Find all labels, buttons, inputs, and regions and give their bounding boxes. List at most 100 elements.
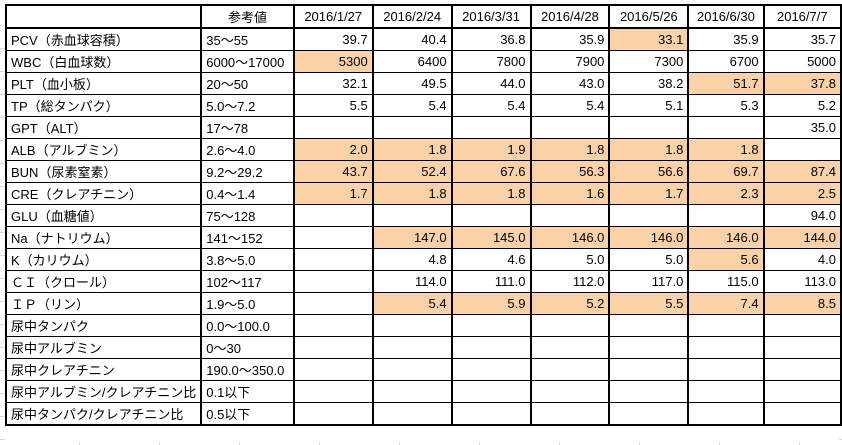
value-cell[interactable]: 49.5 <box>371 72 453 95</box>
test-label-cell[interactable]: 尿中アルブミン/クレアチニン比 <box>4 380 203 403</box>
value-cell[interactable] <box>292 270 374 293</box>
value-cell[interactable] <box>608 314 690 337</box>
reference-range-cell[interactable]: 0.5以下 <box>200 402 295 426</box>
value-cell[interactable] <box>450 358 532 381</box>
test-label-cell[interactable]: 尿中タンパク/クレアチニン比 <box>4 402 203 426</box>
value-cell-out-of-range[interactable]: 69.7 <box>687 160 765 183</box>
value-cell[interactable] <box>687 402 765 426</box>
test-label-cell[interactable]: CRE（クレアチニン） <box>4 182 203 205</box>
date-header-cell[interactable]: 2016/6/30 <box>687 4 765 29</box>
value-cell-out-of-range[interactable]: 5.5 <box>608 292 690 315</box>
value-cell-out-of-range[interactable]: 1.8 <box>450 182 532 205</box>
value-cell-out-of-range[interactable]: 8.5 <box>762 292 842 315</box>
value-cell[interactable]: 114.0 <box>371 270 453 293</box>
value-cell[interactable] <box>687 204 765 227</box>
value-cell[interactable]: 5000 <box>762 50 842 73</box>
test-label-cell[interactable]: GPT（ALT） <box>4 116 203 139</box>
value-cell[interactable] <box>762 380 842 403</box>
value-cell[interactable]: 5.1 <box>608 94 690 117</box>
value-cell-out-of-range[interactable]: 5.4 <box>371 292 453 315</box>
value-cell-out-of-range[interactable]: 2.5 <box>762 182 842 205</box>
value-cell[interactable] <box>371 314 453 337</box>
value-cell-out-of-range[interactable]: 146.0 <box>687 226 765 249</box>
value-cell[interactable]: 6700 <box>687 50 765 73</box>
value-cell[interactable]: 4.8 <box>371 248 453 271</box>
value-cell[interactable] <box>529 314 611 337</box>
value-cell-out-of-range[interactable]: 56.6 <box>608 160 690 183</box>
value-cell[interactable] <box>371 336 453 359</box>
value-cell-out-of-range[interactable]: 2.0 <box>292 138 374 161</box>
value-cell[interactable] <box>450 116 532 139</box>
value-cell-out-of-range[interactable]: 33.1 <box>608 27 690 51</box>
value-cell[interactable] <box>371 402 453 426</box>
value-cell[interactable]: 5.4 <box>450 94 532 117</box>
value-cell[interactable] <box>292 358 374 381</box>
value-cell[interactable]: 113.0 <box>762 270 842 293</box>
value-cell[interactable]: 5.3 <box>687 94 765 117</box>
value-cell[interactable] <box>529 402 611 426</box>
value-cell[interactable] <box>292 292 374 315</box>
reference-range-cell[interactable]: 75～128 <box>200 204 295 227</box>
test-label-cell[interactable]: 尿中アルブミン <box>4 336 203 359</box>
value-cell[interactable]: 5.2 <box>762 94 842 117</box>
value-cell[interactable]: 5.5 <box>292 94 374 117</box>
value-cell[interactable]: 94.0 <box>762 204 842 227</box>
value-cell-out-of-range[interactable]: 43.7 <box>292 160 374 183</box>
value-cell[interactable] <box>292 248 374 271</box>
value-cell[interactable] <box>529 336 611 359</box>
test-label-cell[interactable]: PLT（血小板） <box>4 72 203 95</box>
value-cell[interactable]: 7300 <box>608 50 690 73</box>
value-cell-out-of-range[interactable]: 147.0 <box>371 226 453 249</box>
value-cell-out-of-range[interactable]: 146.0 <box>529 226 611 249</box>
value-cell[interactable] <box>371 116 453 139</box>
test-label-cell[interactable]: TP（総タンパク） <box>4 94 203 117</box>
value-cell[interactable] <box>371 204 453 227</box>
reference-range-cell[interactable]: 1.9～5.0 <box>200 292 295 315</box>
reference-range-cell[interactable]: 190.0～350.0 <box>200 358 295 381</box>
date-header-cell[interactable]: 2016/4/28 <box>529 4 611 29</box>
value-cell-out-of-range[interactable]: 144.0 <box>762 226 842 249</box>
value-cell[interactable] <box>450 380 532 403</box>
reference-range-cell[interactable]: 9.2～29.2 <box>200 160 295 183</box>
test-label-cell[interactable]: Na（ナトリウム） <box>4 226 203 249</box>
value-cell-out-of-range[interactable]: 1.9 <box>450 138 532 161</box>
value-cell[interactable] <box>450 336 532 359</box>
test-label-cell[interactable]: WBC（白血球数） <box>4 50 203 73</box>
value-cell[interactable]: 115.0 <box>687 270 765 293</box>
value-cell[interactable]: 6400 <box>371 50 453 73</box>
value-cell[interactable] <box>687 380 765 403</box>
value-cell[interactable] <box>292 226 374 249</box>
value-cell[interactable] <box>529 204 611 227</box>
value-cell[interactable]: 4.0 <box>762 248 842 271</box>
ref-header-cell[interactable]: 参考値 <box>200 4 295 29</box>
value-cell[interactable] <box>608 116 690 139</box>
value-cell-out-of-range[interactable]: 7.4 <box>687 292 765 315</box>
reference-range-cell[interactable]: 102～117 <box>200 270 295 293</box>
test-label-cell[interactable]: PCV（赤血球容積） <box>4 27 203 51</box>
reference-range-cell[interactable]: 0.0～100.0 <box>200 314 295 337</box>
value-cell[interactable] <box>529 380 611 403</box>
reference-range-cell[interactable]: 6000～17000 <box>200 50 295 73</box>
reference-range-cell[interactable]: 35～55 <box>200 27 295 51</box>
value-cell-out-of-range[interactable]: 1.6 <box>529 182 611 205</box>
value-cell[interactable] <box>762 336 842 359</box>
value-cell-out-of-range[interactable]: 1.8 <box>687 138 765 161</box>
value-cell[interactable] <box>608 380 690 403</box>
value-cell[interactable]: 5.4 <box>529 94 611 117</box>
value-cell[interactable]: 7900 <box>529 50 611 73</box>
value-cell-out-of-range[interactable]: 51.7 <box>687 72 765 95</box>
test-label-cell[interactable]: ＩＰ（リン） <box>4 292 203 315</box>
value-cell-out-of-range[interactable]: 5.2 <box>529 292 611 315</box>
value-cell-out-of-range[interactable]: 2.3 <box>687 182 765 205</box>
date-header-cell[interactable]: 2016/3/31 <box>450 4 532 29</box>
date-header-cell[interactable]: 2016/1/27 <box>292 4 374 29</box>
value-cell-out-of-range[interactable]: 67.6 <box>450 160 532 183</box>
value-cell[interactable] <box>450 314 532 337</box>
value-cell-out-of-range[interactable]: 37.8 <box>762 72 842 95</box>
reference-range-cell[interactable]: 0.4～1.4 <box>200 182 295 205</box>
reference-range-cell[interactable]: 0～30 <box>200 336 295 359</box>
reference-range-cell[interactable]: 3.8～5.0 <box>200 248 295 271</box>
value-cell-out-of-range[interactable]: 145.0 <box>450 226 532 249</box>
value-cell[interactable] <box>529 116 611 139</box>
value-cell[interactable] <box>529 358 611 381</box>
